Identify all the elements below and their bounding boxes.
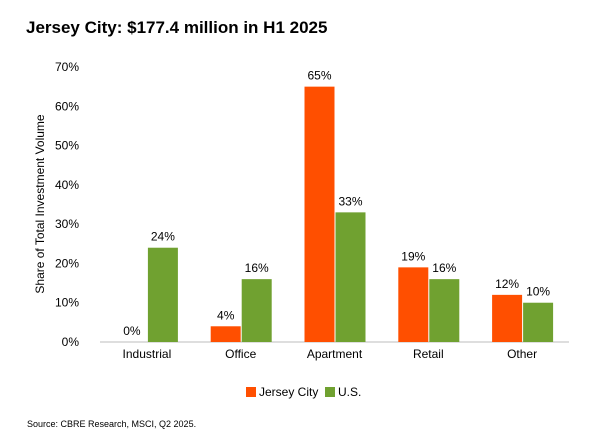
y-axis: 0% 10% 20% 30% 40% 50% 60% 70% — [55, 60, 79, 349]
bar-us — [335, 212, 366, 342]
x-tick-label: Retail — [413, 347, 444, 361]
x-tick-label: Other — [507, 347, 537, 361]
legend: Jersey City U.S. — [246, 385, 361, 399]
y-tick-label: 20% — [55, 256, 79, 270]
bar-jersey-city — [492, 294, 523, 342]
data-label: 24% — [151, 230, 175, 244]
bar-jersey-city — [210, 326, 241, 342]
legend-label: U.S. — [338, 385, 361, 399]
bar-jersey-city — [398, 267, 429, 342]
y-tick-label: 0% — [62, 335, 80, 349]
data-label: 16% — [245, 261, 269, 275]
legend-swatch — [246, 387, 256, 397]
x-tick-label: Industrial — [123, 347, 172, 361]
y-tick-label: 70% — [55, 60, 79, 74]
x-tick-label: Apartment — [307, 347, 363, 361]
x-tick-label: Office — [225, 347, 256, 361]
y-tick-label: 50% — [55, 139, 79, 153]
data-label: 10% — [526, 285, 550, 299]
data-label: 0% — [123, 324, 141, 338]
data-label: 65% — [307, 69, 331, 83]
data-label: 33% — [338, 194, 362, 208]
source-note: Source: CBRE Research, MSCI, Q2 2025. — [27, 419, 197, 429]
bar-jersey-city — [304, 86, 335, 343]
y-axis-label: Share of Total Investment Volume — [33, 114, 47, 294]
x-axis: Industrial Office Apartment Retail Other — [123, 347, 538, 361]
y-tick-label: 30% — [55, 217, 79, 231]
legend-swatch — [325, 387, 335, 397]
legend-label: Jersey City — [259, 385, 318, 399]
chart-title: Jersey City: $177.4 million in H1 2025 — [26, 18, 328, 37]
data-label: 19% — [401, 249, 425, 263]
y-tick-label: 10% — [55, 296, 79, 310]
y-tick-label: 40% — [55, 178, 79, 192]
bar-us — [523, 302, 554, 342]
bar-us — [429, 279, 460, 342]
bars: 0% 24% 4% 16% 65% 33% 19% 16% 12% 10% — [123, 69, 554, 343]
data-label: 4% — [217, 308, 235, 322]
y-tick-label: 60% — [55, 99, 79, 113]
bar-us — [241, 279, 272, 342]
data-label: 12% — [495, 277, 519, 291]
bar-us — [147, 247, 178, 342]
data-label: 16% — [432, 261, 456, 275]
